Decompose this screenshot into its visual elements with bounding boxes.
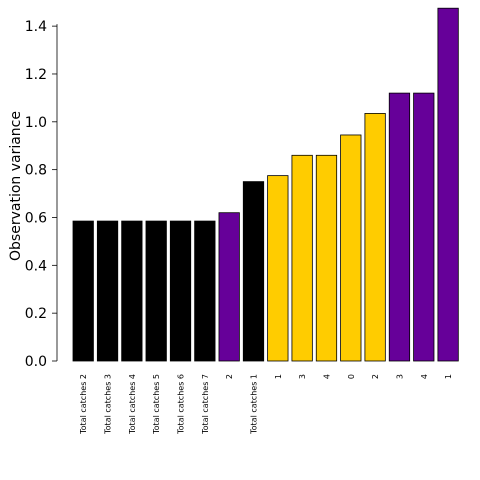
x-tick-label: Total catches 1 (250, 374, 259, 435)
bar (242, 181, 265, 362)
bar (340, 134, 362, 362)
bar (315, 154, 338, 362)
x-tick-label: Total catches 7 (201, 374, 210, 435)
x-tick-label: 0 (347, 374, 356, 379)
x-tick-label: Total catches 3 (104, 374, 113, 435)
x-tick-label: Total catches 2 (79, 374, 88, 435)
y-axis: 0.0 0.2 0.4 0.6 0.8 1.0 1.2 1.4 (25, 19, 58, 370)
y-tick-label: 0.8 (25, 163, 47, 179)
x-tick-label: 1 (444, 374, 453, 379)
x-tick-label: 3 (395, 374, 404, 379)
bar (291, 154, 313, 362)
bar (267, 175, 289, 362)
bar (388, 92, 411, 362)
x-tick-label: Total catches 4 (128, 374, 137, 435)
bars (72, 7, 459, 362)
x-tick-label: Total catches 5 (152, 374, 161, 435)
bar (194, 220, 216, 362)
x-tick-label: 2 (225, 374, 234, 379)
y-tick-label: 1.0 (25, 115, 47, 131)
bar (364, 113, 386, 362)
y-tick-label: 1.4 (25, 19, 47, 35)
y-tick-label: 0.6 (25, 210, 47, 226)
bar (413, 92, 435, 362)
y-tick-label: 1.2 (25, 67, 47, 83)
y-tick-label: 0.4 (25, 258, 47, 274)
x-tick-label: 1 (274, 374, 283, 379)
bar (96, 220, 119, 362)
y-tick-label: 0.0 (25, 354, 47, 370)
bar (218, 212, 240, 362)
y-axis-title: Observation variance (8, 111, 24, 261)
x-tick-label: 4 (420, 374, 429, 379)
bar (437, 7, 459, 362)
x-tick-label: 4 (322, 374, 331, 379)
x-tick-label: Total catches 6 (177, 374, 186, 435)
bar (145, 220, 167, 362)
x-tick-label: 2 (371, 374, 380, 379)
x-tick-label: 3 (298, 374, 307, 379)
bar (72, 220, 94, 362)
x-tick-labels: Total catches 2 Total catches 3 Total catc… (79, 374, 453, 435)
bar (121, 220, 143, 362)
bar (169, 220, 192, 362)
y-tick-label: 0.2 (25, 306, 47, 322)
